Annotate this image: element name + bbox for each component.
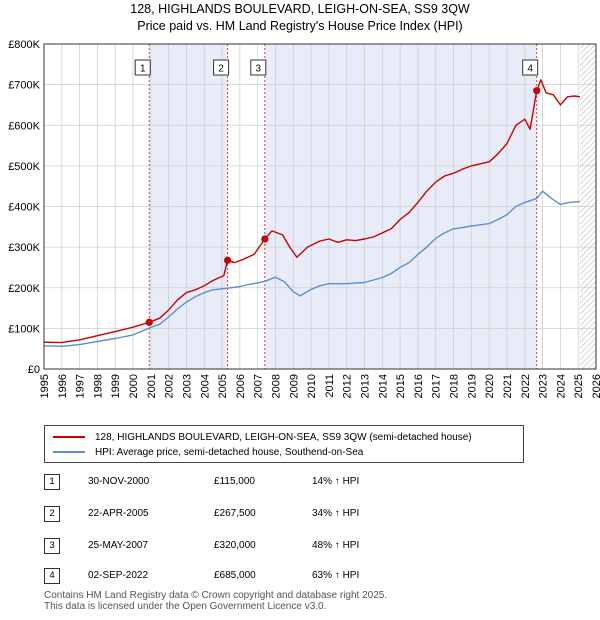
sale-point [223,256,232,264]
x-tick-label: 2022 [520,374,532,398]
sale-point [261,235,269,243]
x-tick-label: 2007 [253,374,265,398]
y-tick-label: £300K [8,242,40,254]
sale-price: £685,000 [214,570,256,581]
sale-date: 30-NOV-2000 [88,476,150,487]
sale-point [533,87,541,95]
chart-title: 128, HIGHLANDS BOULEVARD, LEIGH-ON-SEA, … [0,0,600,35]
x-tick-label: 1996 [57,374,69,398]
sale-badge-label: 1 [140,64,146,75]
sale-date: 22-APR-2005 [88,508,149,519]
sale-number-badge: 3 [44,538,60,554]
x-tick-label: 2006 [235,374,247,398]
x-tick-label: 2011 [324,374,336,398]
x-tick-label: 2017 [431,374,443,398]
x-tick-label: 2002 [164,374,176,398]
y-tick-label: £800K [8,39,40,51]
y-tick-label: £100K [8,323,40,335]
x-tick-label: 2016 [413,374,425,398]
sale-badge-box [522,59,539,76]
x-tick-label: 1998 [92,374,104,398]
y-tick-label: £600K [8,120,40,132]
x-tick-label: 2003 [181,374,193,398]
plot-frame [43,43,597,370]
x-tick-label: 2018 [449,374,461,398]
x-tick-label: 2014 [377,374,389,398]
x-tick-label: 2004 [199,374,211,398]
x-tick-label: 2008 [270,374,282,398]
legend-swatch-hpi [53,451,85,453]
y-tick-label: £500K [8,161,40,173]
x-tick-label: 2010 [306,374,318,398]
sale-number-badge: 2 [44,506,60,522]
x-tick-label: 2001 [146,374,158,398]
y-tick-label: £400K [8,202,40,214]
sale-number-badge: 1 [44,474,60,490]
legend-label-hpi: HPI: Average price, semi-detached house,… [95,446,364,458]
sale-price: £267,500 [214,508,256,519]
x-tick-label: 2024 [555,374,567,398]
x-tick-label: 2026 [591,374,600,398]
sale-row: 4 02-SEP-2022 £685,000 63% ↑ HPI [0,566,600,586]
forecast-hatch [579,44,596,369]
sale-badge-label: 4 [527,64,533,75]
x-tick-label: 2020 [484,374,496,398]
sale-hpi-change: 34% ↑ HPI [312,508,360,519]
legend-item-property: 128, HIGHLANDS BOULEVARD, LEIGH-ON-SEA, … [53,430,472,444]
sale-hpi-change: 14% ↑ HPI [312,476,360,487]
footer-licence: This data is licensed under the Open Gov… [44,601,327,612]
sale-badge-label: 3 [256,64,262,75]
sale-row: 1 30-NOV-2000 £115,000 14% ↑ HPI [0,472,600,492]
x-tick-label: 2023 [538,374,550,398]
sale-badge-box [250,59,267,76]
sale-row: 3 25-MAY-2007 £320,000 48% ↑ HPI [0,536,600,556]
sale-badge-box [134,59,151,76]
sale-point [145,318,153,326]
price-series-line [43,79,581,344]
footer-copyright: Contains HM Land Registry data © Crown c… [44,590,388,601]
sale-date: 02-SEP-2022 [88,570,149,581]
sale-price: £115,000 [214,476,255,487]
chart-legend: 128, HIGHLANDS BOULEVARD, LEIGH-ON-SEA, … [44,425,524,463]
sale-hpi-change: 48% ↑ HPI [312,540,360,551]
y-tick-label: £0 [28,364,40,376]
chart-title-address: 128, HIGHLANDS BOULEVARD, LEIGH-ON-SEA, … [130,2,470,16]
x-tick-label: 2021 [502,374,514,398]
legend-swatch-property [53,436,85,438]
x-tick-label: 2025 [573,374,585,398]
x-tick-label: 2009 [288,374,300,398]
sale-badge-label: 2 [218,64,224,75]
x-tick-label: 1997 [75,374,87,398]
x-tick-label: 2019 [466,374,478,398]
x-tick-label: 2012 [342,374,354,398]
x-tick-label: 2015 [395,374,407,398]
x-tick-label: 2000 [128,374,140,398]
y-tick-label: £200K [8,283,40,295]
price-chart: £0 £100K £200K £300K £400K £500K £600K £700K £80… [8,39,600,398]
x-tick-label: 2005 [217,374,229,398]
hpi-series-line [43,190,581,347]
sale-number-badge: 4 [44,568,60,584]
sale-row: 2 22-APR-2005 £267,500 34% ↑ HPI [0,504,600,524]
x-tick-label: 2013 [360,374,372,398]
chart-subtitle: Price paid vs. HM Land Registry's House … [137,19,463,33]
sale-date: 25-MAY-2007 [88,540,149,551]
footer-attribution: Contains HM Land Registry data © Crown c… [44,590,387,612]
x-tick-label: 1995 [39,374,51,398]
sale-hpi-change: 63% ↑ HPI [312,570,360,581]
sale-badge-box [213,59,230,76]
legend-label-property: 128, HIGHLANDS BOULEVARD, LEIGH-ON-SEA, … [95,431,472,443]
x-tick-label: 1999 [110,374,122,398]
sale-price: £320,000 [214,540,256,551]
y-tick-label: £700K [8,80,40,92]
legend-item-hpi: HPI: Average price, semi-detached house,… [53,445,363,459]
